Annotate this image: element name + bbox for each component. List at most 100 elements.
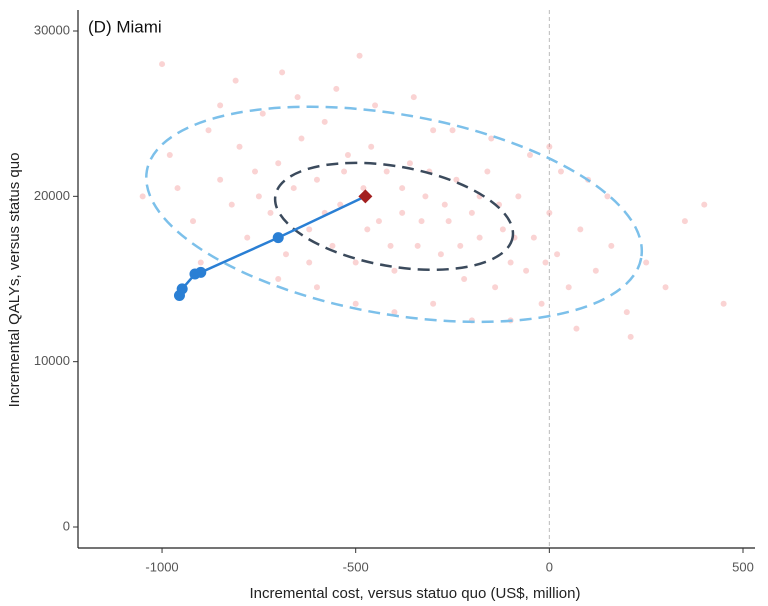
sample-point [410,94,417,101]
sample-point [445,218,452,225]
sample-point [139,193,146,200]
sample-point [290,185,297,192]
sample-point [488,135,495,142]
y-tick-label: 0 [63,518,70,533]
sample-point [523,267,530,274]
sample-point [418,218,425,225]
sample-point [449,127,456,134]
y-tick-label: 10000 [34,353,70,368]
sample-point [159,61,166,68]
sample-point [360,185,367,192]
sample-point [701,201,708,208]
sample-point [538,300,545,307]
x-tick-label: -1000 [145,559,178,574]
sample-point [352,259,359,266]
sample-point [372,102,379,109]
sample-point [430,300,437,307]
sample-point [546,209,553,216]
sample-point [375,218,382,225]
sample-point [251,168,258,175]
sample-point [298,135,305,142]
sample-point [573,325,580,332]
sample-point [259,110,266,117]
x-axis-label: Incremental cost, versus statuo quo (US$… [250,585,581,602]
sample-point [321,118,328,125]
sample-point [627,333,634,340]
sample-point [526,151,533,158]
sample-point [399,185,406,192]
y-axis-label: Incremental QALYs, versus status quo [6,153,23,408]
sample-point [174,185,181,192]
sample-point [662,284,669,291]
sample-point [608,242,615,249]
sample-point [399,209,406,216]
sample-point [166,151,173,158]
sample-point [306,259,313,266]
trajectory-point [176,283,188,295]
sample-point [341,168,348,175]
sample-point [232,77,239,84]
x-tick-label: -500 [343,559,369,574]
x-tick-label: 0 [546,559,553,574]
sample-point [356,52,363,59]
sample-point [217,102,224,109]
trajectory-point [272,232,284,244]
sample-point [476,234,483,241]
sample-point [592,267,599,274]
sample-point [294,94,301,101]
sample-point [333,85,340,92]
sample-point [484,168,491,175]
sample-point [190,218,197,225]
confidence-ellipse [273,161,515,272]
sample-point [282,251,289,258]
sample-point [267,209,274,216]
estimate-point [358,189,373,204]
sample-point [604,193,611,200]
sample-point [279,69,286,76]
sample-point [244,234,251,241]
sample-point [352,300,359,307]
sample-point [255,193,262,200]
sample-point [720,300,727,307]
sample-point [368,143,375,150]
sample-point [217,176,224,183]
sample-point [461,276,468,282]
sample-point [228,201,235,208]
sample-point [681,218,688,225]
sample-point [441,201,448,208]
sample-point [236,143,243,150]
sample-point [275,160,282,167]
sample-point [530,234,537,241]
sample-point [453,176,460,183]
sample-point [430,127,437,134]
sample-point [565,284,572,291]
sample-point [387,242,394,249]
sample-point [499,226,506,233]
sample-point [364,226,371,233]
sample-point [623,309,630,316]
sample-point [515,193,522,200]
sample-point [643,259,650,266]
sample-point [414,242,421,249]
sample-point [468,209,475,216]
sample-point [422,193,429,200]
sample-point [391,267,398,274]
sample-point [554,251,561,258]
sample-point [577,226,584,233]
sample-point [275,276,282,282]
sample-point [329,242,336,249]
sample-point [542,259,549,266]
sample-point [437,251,444,258]
sample-point [313,176,320,183]
y-tick-label: 30000 [34,22,70,37]
sample-point [205,127,212,134]
chart-title: (D) Miami [88,17,162,36]
sample-point [306,226,313,233]
sample-point [344,151,351,158]
sample-point [457,242,464,249]
sample-point [383,168,390,175]
x-tick-label: 500 [732,559,754,574]
y-tick-label: 20000 [34,188,70,203]
sample-point [391,309,398,316]
